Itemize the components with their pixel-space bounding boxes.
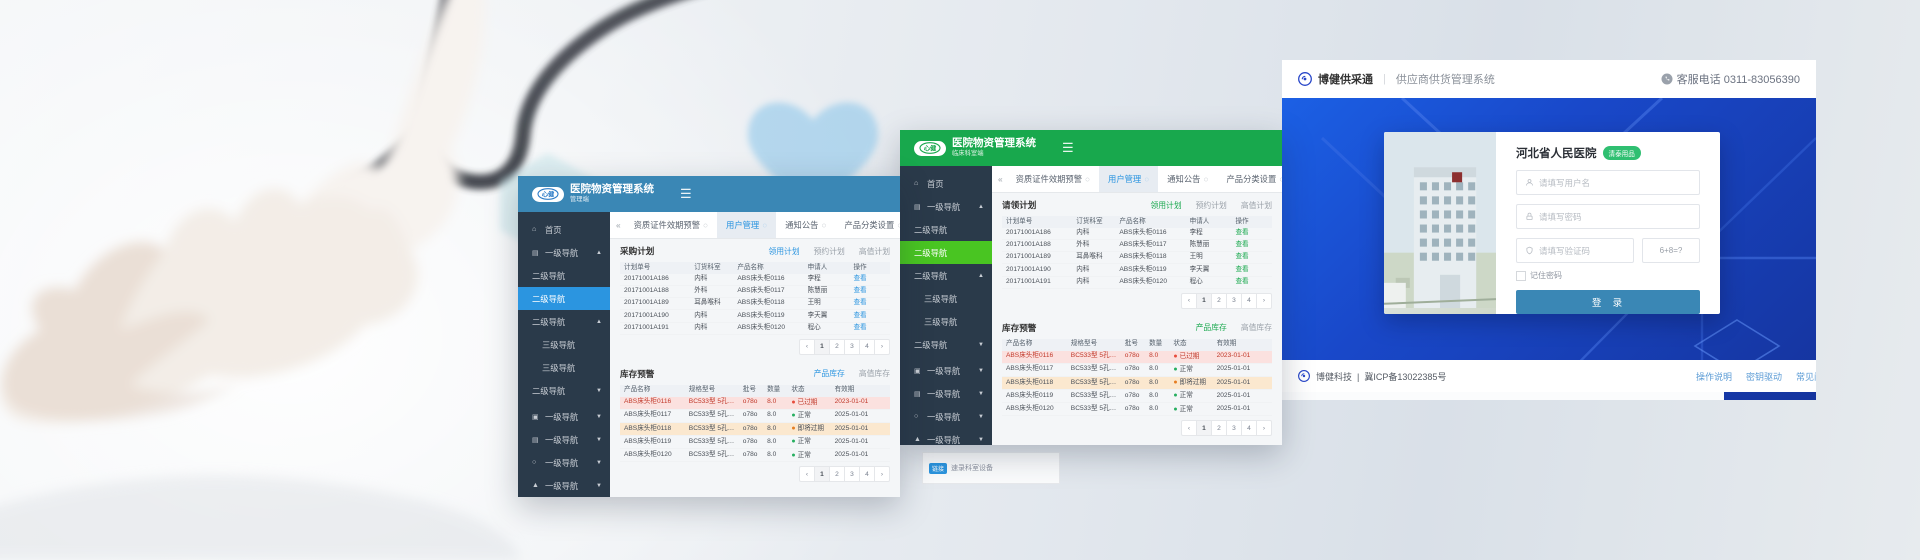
svg-text:心健: 心健 (924, 144, 937, 152)
svg-text:心健: 心健 (542, 190, 555, 198)
